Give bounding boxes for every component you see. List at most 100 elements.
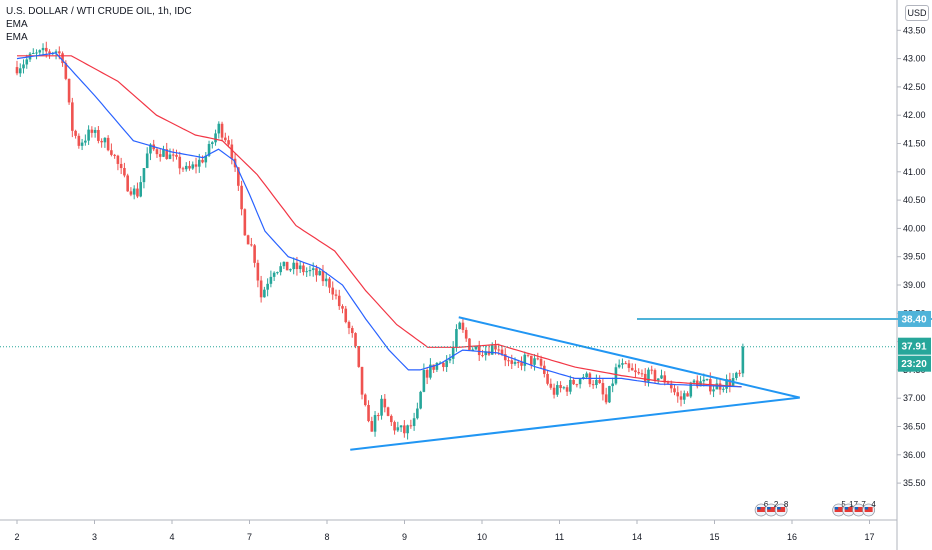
candle-body[interactable] [184,165,188,170]
candle-body[interactable] [513,362,517,364]
candle-body[interactable] [357,346,361,367]
candle-body[interactable] [25,59,29,65]
candle-body[interactable] [256,262,260,281]
candle-body[interactable] [54,51,58,53]
triangle-trendline[interactable] [350,396,800,451]
candle-body[interactable] [272,272,276,277]
candle-body[interactable] [302,265,305,273]
candle-body[interactable] [477,346,481,356]
candle-body[interactable] [520,362,523,366]
candle-body[interactable] [669,383,673,389]
candle-body[interactable] [562,387,566,389]
candle-body[interactable] [35,52,38,54]
candle-body[interactable] [129,191,133,195]
candle-body[interactable] [269,276,273,284]
candle-body[interactable] [663,375,667,383]
candle-body[interactable] [139,182,142,197]
candle-body[interactable] [110,150,113,155]
candle-body[interactable] [324,278,328,282]
candle-body[interactable] [337,295,341,307]
candle-body[interactable] [214,133,217,143]
candle-body[interactable] [318,270,322,276]
candle-body[interactable] [451,347,455,359]
candle-body[interactable] [497,349,501,351]
candle-body[interactable] [194,164,198,167]
candle-body[interactable] [308,270,312,272]
symbol-title[interactable]: U.S. DOLLAR / WTI CRUDE OIL, 1h, IDC [6,6,192,17]
candle-body[interactable] [298,265,302,270]
candle-body[interactable] [266,283,269,290]
candle-body[interactable] [64,63,68,79]
candle-body[interactable] [188,165,191,169]
candle-body[interactable] [360,366,364,395]
candle-body[interactable] [207,143,211,156]
candle-body[interactable] [689,382,693,397]
candle-body[interactable] [403,425,406,434]
candle-body[interactable] [627,363,631,368]
candle-body[interactable] [634,370,637,373]
candle-body[interactable] [448,358,452,361]
candle-body[interactable] [100,140,103,143]
candle-body[interactable] [474,346,478,350]
candle-body[interactable] [432,364,435,370]
candle-body[interactable] [604,394,608,403]
candle-body[interactable] [445,360,448,368]
candle-body[interactable] [168,154,172,159]
candle-body[interactable] [227,140,230,145]
candle-body[interactable] [429,364,432,378]
candle-body[interactable] [637,372,641,374]
candle-body[interactable] [230,144,234,159]
ema-slow-line[interactable] [17,55,742,388]
candle-body[interactable] [419,391,422,409]
candle-body[interactable] [276,272,279,274]
candle-body[interactable] [77,135,81,146]
candle-body[interactable] [71,102,74,131]
candle-body[interactable] [292,262,295,270]
candle-body[interactable] [412,418,416,426]
candle-body[interactable] [126,175,129,192]
candle-body[interactable] [113,154,116,156]
candle-body[interactable] [630,367,634,371]
candle-body[interactable] [344,308,348,323]
candle-body[interactable] [377,415,380,417]
candle-body[interactable] [41,47,45,51]
candle-body[interactable] [393,422,396,431]
candle-body[interactable] [44,47,48,52]
ema-fast-line[interactable] [16,52,742,388]
candle-body[interactable] [224,137,227,141]
candle-body[interactable] [289,269,292,271]
candle-body[interactable] [585,373,588,378]
candle-body[interactable] [145,153,149,169]
candle-body[interactable] [614,367,618,384]
candle-body[interactable] [656,378,660,381]
candle-body[interactable] [575,384,579,386]
candle-body[interactable] [461,322,465,330]
candle-body[interactable] [149,144,152,154]
candle-body[interactable] [315,268,318,276]
candle-body[interactable] [211,142,214,144]
candle-body[interactable] [725,379,728,389]
candle-body[interactable] [660,375,663,379]
candle-body[interactable] [692,380,696,383]
candle-body[interactable] [334,294,338,296]
candle-body[interactable] [253,245,256,263]
candle-body[interactable] [390,415,393,423]
candle-body[interactable] [416,408,419,419]
candle-body[interactable] [468,338,471,351]
candle-body[interactable] [321,270,325,282]
candle-body[interactable] [516,362,520,364]
candle-body[interactable] [396,427,400,431]
candle-body[interactable] [155,149,159,155]
candle-body[interactable] [250,244,253,246]
candle-body[interactable] [487,351,491,355]
candle-body[interactable] [328,278,331,288]
candle-body[interactable] [546,373,549,384]
candle-body[interactable] [435,362,439,370]
candle-body[interactable] [442,362,445,368]
candle-body[interactable] [647,369,650,382]
candle-body[interactable] [347,322,351,329]
candle-body[interactable] [350,328,354,334]
candle-body[interactable] [97,129,100,141]
candle-body[interactable] [243,209,247,236]
